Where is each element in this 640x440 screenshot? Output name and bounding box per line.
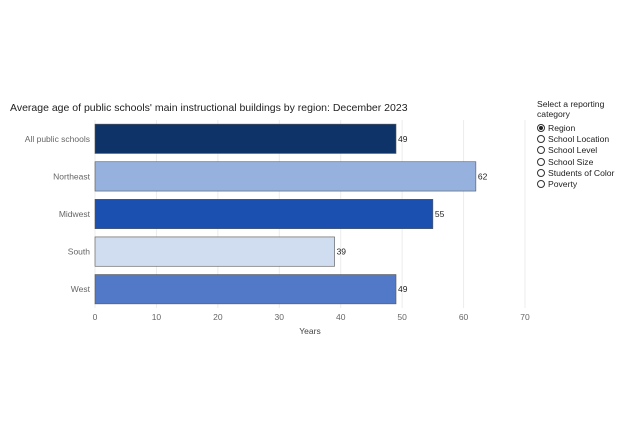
bar [94,161,477,192]
radio-label: School Level [548,145,598,156]
x-tick-label: 40 [336,312,346,322]
x-tick-label: 30 [275,312,285,322]
radio-button[interactable] [537,123,545,132]
radio-option-school-size[interactable]: School Size [537,156,635,167]
radio-button[interactable] [537,134,545,143]
radio-option-poverty[interactable]: Poverty [537,178,635,189]
radio-button[interactable] [537,168,545,177]
x-tick-label: 70 [520,312,530,322]
radio-label: School Location [548,133,610,144]
x-tick-label: 0 [93,312,98,322]
radio-option-school-level[interactable]: School Level [537,145,635,156]
category-label: Midwest [59,209,91,219]
radio-label: Region [548,122,576,133]
category-label: West [71,284,91,294]
data-label: 55 [435,209,445,219]
radio-option-students-of-color[interactable]: Students of Color [537,167,635,178]
category-label: All public schools [25,134,90,144]
radio-button[interactable] [537,180,545,189]
radio-button[interactable] [537,157,545,166]
radio-label: School Size [548,156,594,167]
bar [94,274,397,305]
radio-option-school-location[interactable]: School Location [537,133,635,144]
data-label: 49 [398,134,408,144]
filter-options: Region School Location School Level School … [537,122,635,190]
reporting-category-filter: Select a reporting category Region School… [537,99,635,190]
data-label: 39 [337,247,347,257]
radio-label: Students of Color [548,167,615,178]
x-tick-label: 60 [459,312,469,322]
bar [94,123,397,154]
radio-option-region[interactable]: Region [537,122,635,133]
bar [94,199,434,229]
radio-button[interactable] [537,146,545,155]
x-axis-title: Years [299,326,320,336]
category-label: Northeast [53,171,90,181]
data-label: 62 [478,171,488,181]
bar [94,236,335,267]
x-tick-label: 20 [213,312,223,322]
filter-title: Select a reporting category [537,99,605,119]
data-label: 49 [398,284,408,294]
x-tick-label: 50 [397,312,407,322]
category-label: South [68,247,90,257]
x-tick-label: 10 [152,312,162,322]
radio-label: Poverty [548,179,578,190]
chart-title: Average age of public schools' main inst… [10,102,408,114]
